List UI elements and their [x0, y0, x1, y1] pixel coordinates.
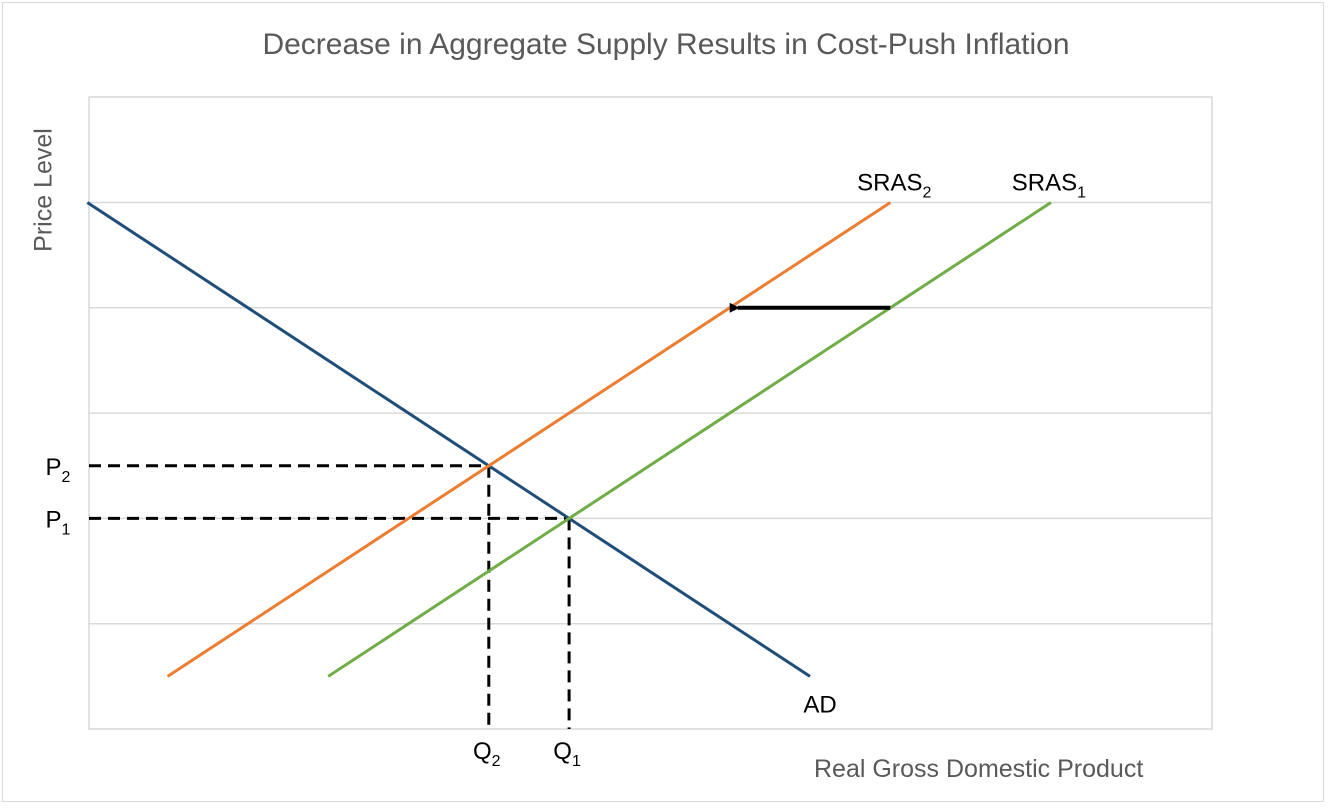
ad-curve [86, 201, 811, 678]
chart-title: Decrease in Aggregate Supply Results in … [262, 28, 1070, 61]
price-label-2: P2 [46, 454, 71, 486]
sras1-label-subscript: 1 [1077, 185, 1086, 202]
x-axis-title: Real Gross Domestic Product [814, 755, 1144, 783]
sras1-label-main: SRAS [1012, 170, 1077, 197]
ad-label-main: AD [803, 691, 836, 718]
quantity-label-2-main: Q [473, 738, 492, 765]
sras2-label-main: SRAS [857, 170, 922, 197]
sras2-label: SRAS2 [857, 170, 931, 202]
quantity-label-1-main: Q [553, 738, 572, 765]
price-label-1-main: P [46, 506, 62, 533]
price-label-1: P1 [46, 506, 71, 538]
quantity-label-2-subscript: 2 [492, 753, 501, 770]
sras2-label-subscript: 2 [923, 185, 932, 202]
quantity-label-2: Q2 [473, 738, 501, 770]
price-label-2-main: P [46, 454, 62, 481]
quantity-label-1: Q1 [553, 738, 581, 770]
sras1-curve [327, 201, 1052, 678]
sras1-label: SRAS1 [1012, 170, 1086, 202]
ad-label: AD [803, 691, 836, 718]
price-label-1-subscript: 1 [62, 521, 71, 538]
quantity-label-1-subscript: 1 [572, 753, 581, 770]
sras2-curve [166, 201, 892, 678]
price-label-2-subscript: 2 [62, 469, 71, 486]
